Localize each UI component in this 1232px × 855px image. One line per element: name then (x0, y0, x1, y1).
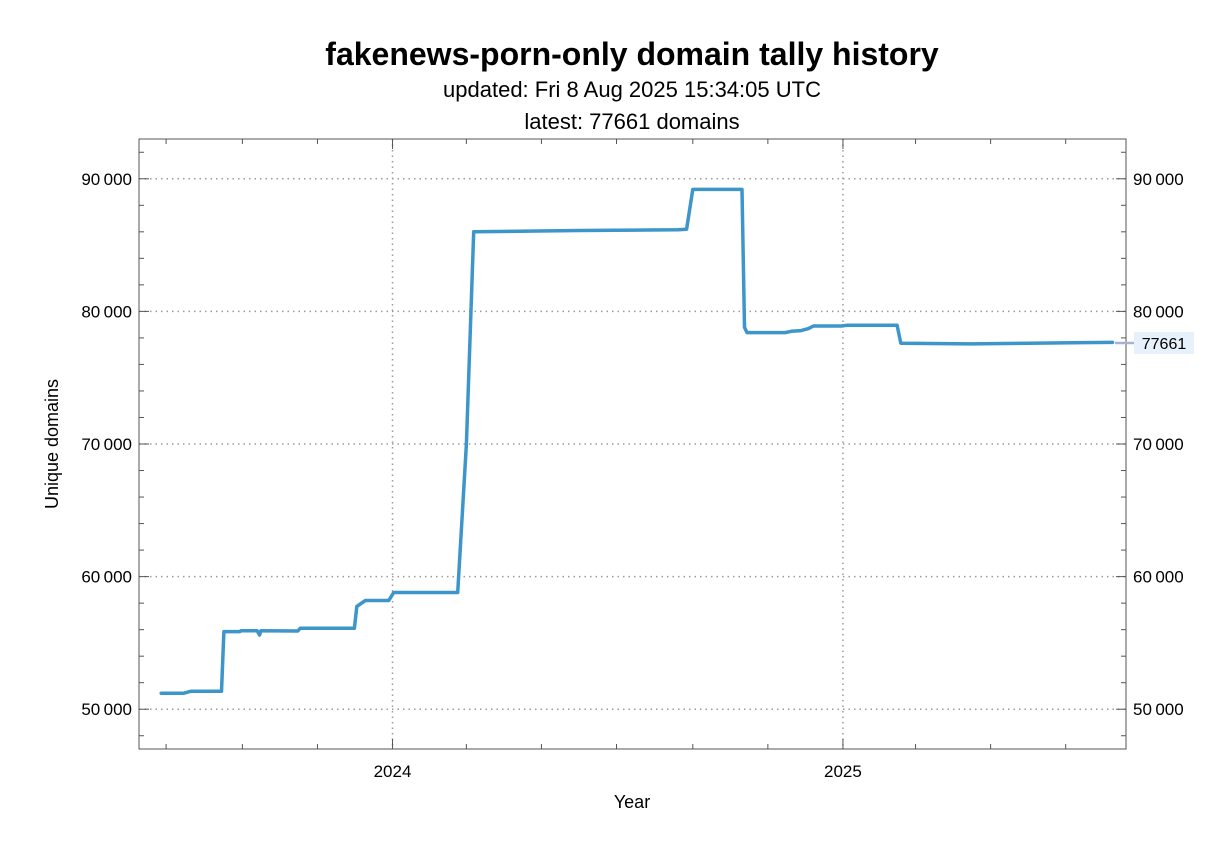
series-layer (159, 187, 1115, 696)
chart-title: fakenews-porn-only domain tally history (325, 36, 939, 72)
y-axis-label: Unique domains (42, 379, 62, 509)
y-tick-label-right: 70 000 (1133, 435, 1184, 454)
y-tick-label-left: 80 000 (81, 302, 132, 321)
y-tick-label-right: 50 000 (1133, 700, 1184, 719)
y-tick-label-right: 60 000 (1133, 568, 1184, 587)
chart-subtitle-latest: latest: 77661 domains (524, 109, 739, 134)
y-tick-label-right: 90 000 (1133, 170, 1184, 189)
latest-value-marker: 77661 (1115, 332, 1194, 354)
latest-value-badge (1134, 332, 1194, 354)
axis-ticks (139, 139, 1126, 749)
chart-subtitle-updated: updated: Fri 8 Aug 2025 15:34:05 UTC (443, 77, 821, 102)
series-line (159, 187, 1115, 696)
y-tick-label-right: 80 000 (1133, 302, 1184, 321)
x-tick-label: 2025 (824, 762, 862, 781)
y-tick-label-left: 50 000 (81, 700, 132, 719)
tick-labels: 50 000 50 000 60 000 60 000 70 000 70 000 80 0… (81, 170, 1183, 781)
y-tick-label-left: 60 000 (81, 568, 132, 587)
y-tick-label-left: 90 000 (81, 170, 132, 189)
x-axis-label: Year (614, 792, 650, 812)
x-tick-label: 2024 (374, 762, 412, 781)
latest-value-label: 77661 (1142, 336, 1187, 353)
y-tick-label-left: 70 000 (81, 435, 132, 454)
plot-frame (138, 138, 1127, 750)
